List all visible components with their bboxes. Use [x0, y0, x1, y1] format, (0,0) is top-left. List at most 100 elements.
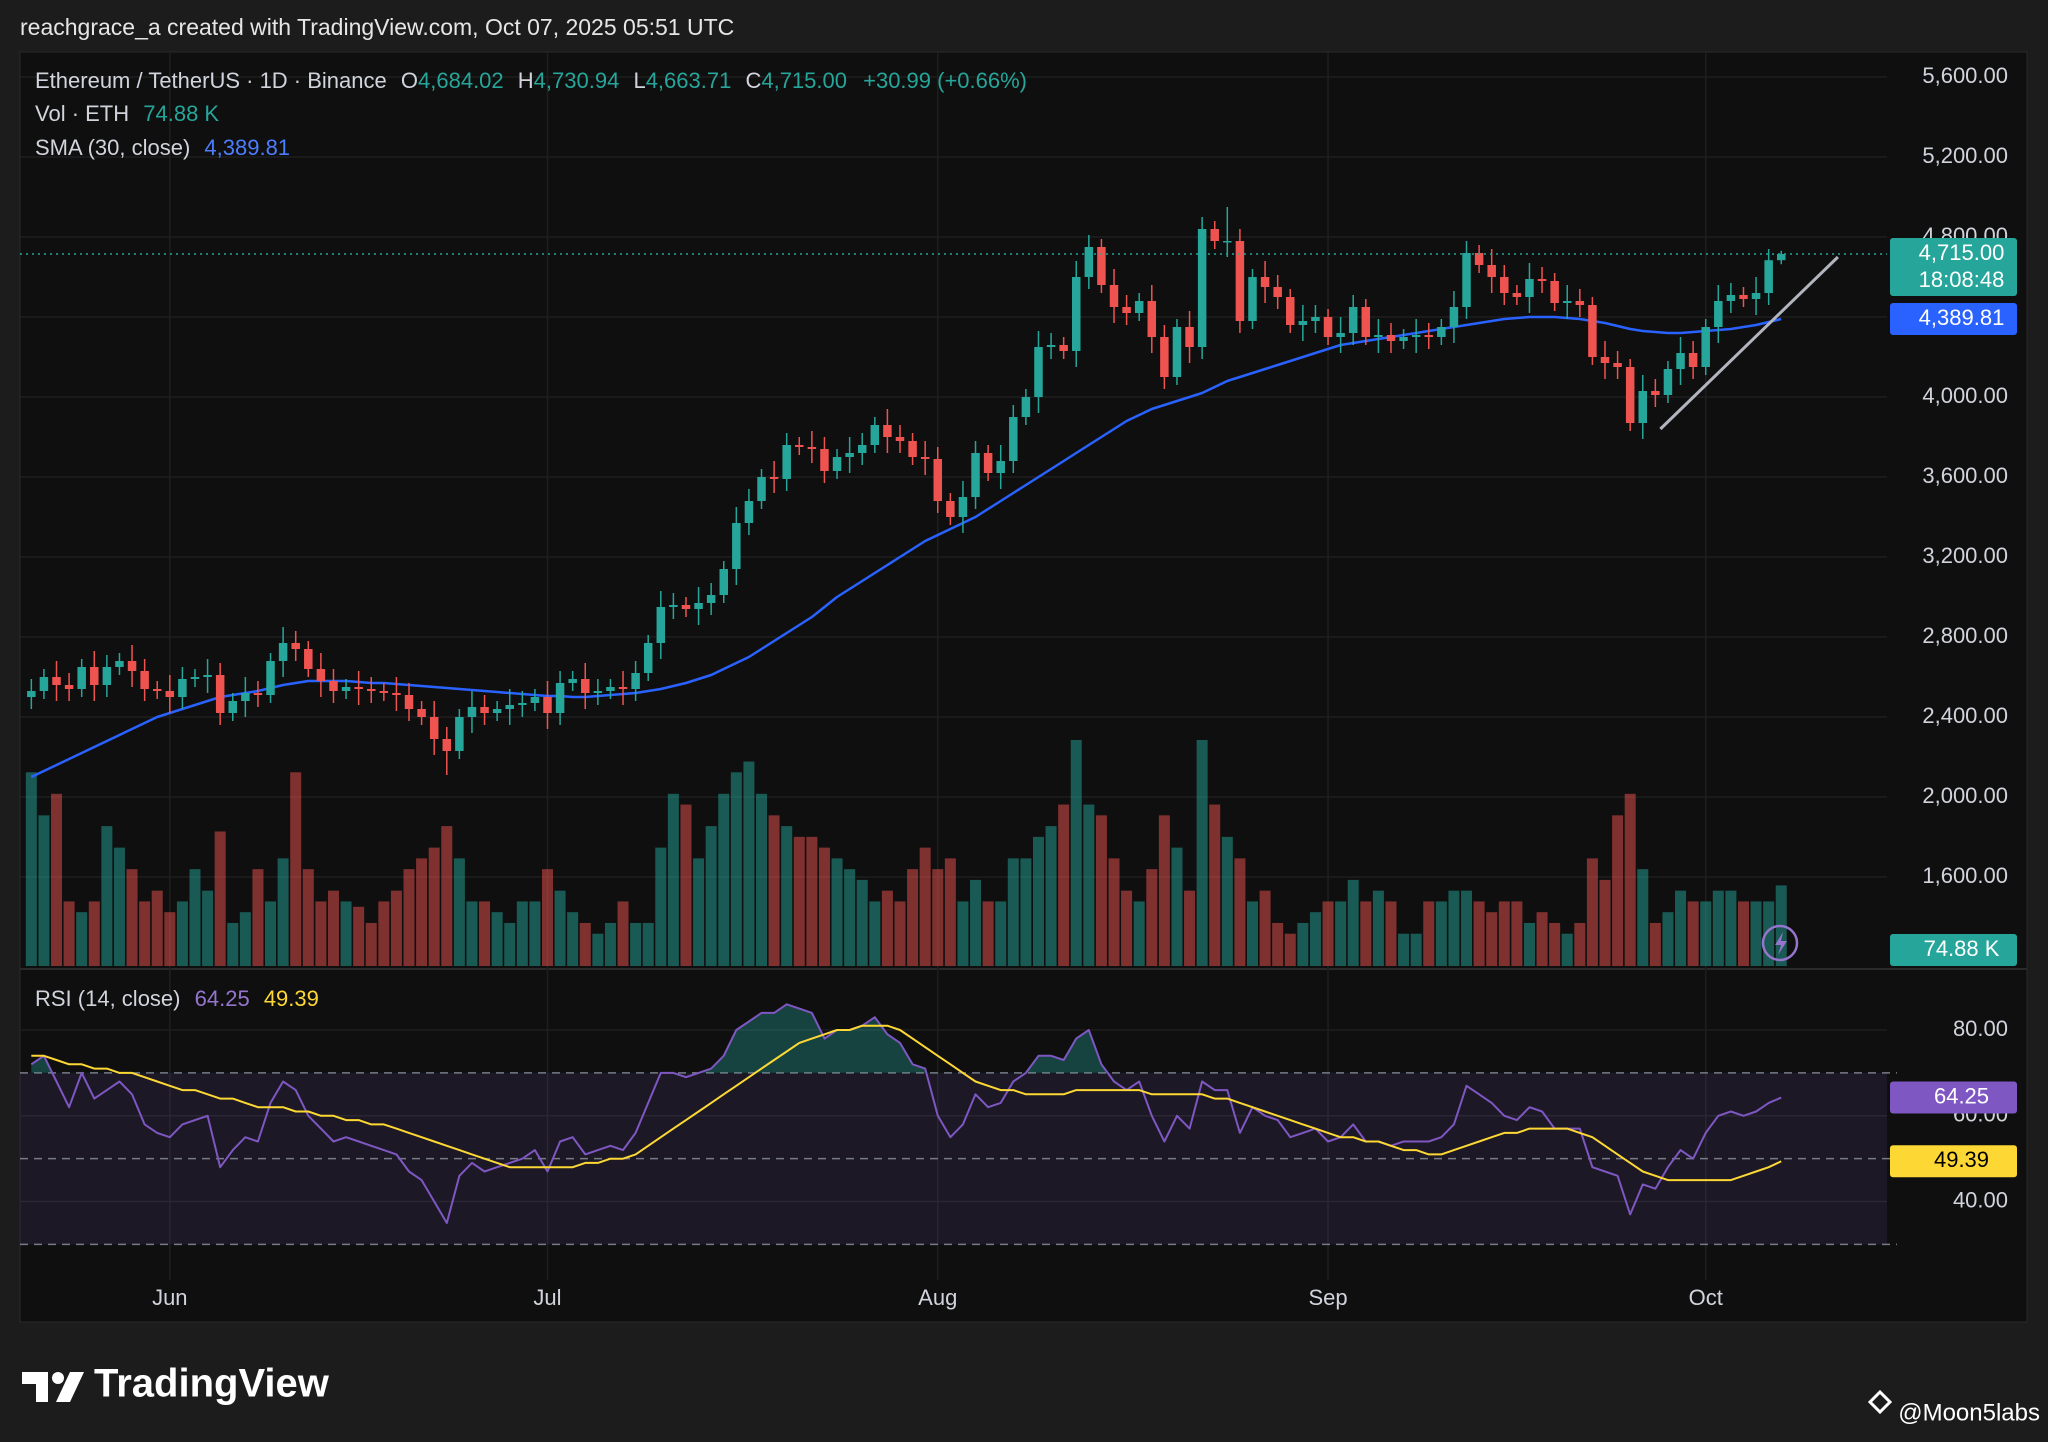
volume-bar — [831, 858, 843, 966]
volume-bar — [1536, 912, 1548, 966]
volume-bar — [265, 901, 277, 966]
legend-close: 4,715.00 — [761, 68, 847, 93]
candle-body — [1059, 345, 1068, 351]
volume-bar — [1158, 815, 1170, 966]
x-tick-label: Aug — [918, 1285, 957, 1310]
candle-body — [1298, 321, 1308, 325]
volume-bar — [1410, 933, 1422, 966]
candle-body — [757, 477, 766, 501]
candle-body — [316, 669, 326, 681]
candle-body — [1348, 307, 1358, 333]
candle-body — [1147, 301, 1157, 337]
candle-body — [304, 649, 313, 669]
rsi-tag-box — [1890, 1081, 2017, 1114]
candle-body — [1776, 254, 1786, 261]
candle-body — [1361, 307, 1371, 337]
volume-bar — [592, 933, 604, 966]
candle-body — [215, 675, 225, 713]
candle-body — [1374, 335, 1383, 337]
candle-body — [1663, 369, 1673, 395]
candle-body — [90, 667, 99, 685]
candle-body — [555, 683, 565, 713]
candle-body — [1260, 277, 1270, 287]
candle-body — [857, 445, 867, 453]
volume-bar — [1272, 922, 1284, 966]
volume-bar — [1020, 858, 1032, 966]
volume-bar — [63, 901, 75, 966]
candle-body — [1223, 241, 1232, 243]
volume-bar — [1234, 858, 1246, 966]
candle-body — [127, 661, 137, 671]
candle-body — [1248, 277, 1257, 321]
candle-body — [102, 667, 112, 685]
candle-body — [115, 661, 124, 667]
candle-body — [681, 605, 691, 609]
volume-bar — [541, 869, 553, 966]
volume-bar — [693, 858, 705, 966]
volume-bar — [416, 858, 428, 966]
candle-body — [1437, 327, 1446, 337]
volume-bar — [302, 869, 314, 966]
candle-body — [744, 501, 754, 523]
volume-bar — [1184, 890, 1196, 966]
candle-body — [946, 501, 955, 517]
candle-body — [568, 679, 577, 683]
legend-main: Ethereum / TetherUS · 1D · Binance O4,68… — [35, 68, 1027, 93]
y-tick-label: 3,200.00 — [1922, 543, 2008, 568]
volume-bar — [1108, 858, 1120, 966]
volume-bar — [1435, 901, 1447, 966]
candle-body — [1512, 293, 1522, 297]
volume-bar — [365, 922, 377, 966]
alert-bolt — [1775, 932, 1787, 955]
y-tick-label: 2,400.00 — [1922, 703, 2008, 728]
candle-body — [1424, 335, 1433, 337]
volume-bar — [1221, 836, 1233, 966]
y-tick-label: 4,000.00 — [1922, 383, 2008, 408]
candle-body — [64, 685, 74, 689]
volume-bar — [1750, 901, 1762, 966]
y-tick-label: 5,200.00 — [1922, 143, 2008, 168]
volume-bar — [554, 890, 566, 966]
candle-body — [253, 693, 263, 695]
credit: @Moon5labs — [1898, 1399, 2040, 1426]
footer-logo: TradingView — [22, 1362, 330, 1406]
volume-bar — [1649, 922, 1661, 966]
candle-body — [1134, 301, 1144, 313]
volume-bar — [227, 922, 239, 966]
sma-tag-text: 4,389.81 — [1919, 305, 2005, 330]
volume-bar — [894, 901, 906, 966]
rsi-ma-tag-text: 49.39 — [1934, 1147, 1989, 1172]
logo-icon — [22, 1372, 84, 1402]
volume-bar — [1675, 890, 1687, 966]
candle-body — [505, 705, 514, 709]
candle-body — [266, 661, 275, 695]
volume-bar — [176, 901, 188, 966]
candle-body — [480, 707, 489, 713]
rsi-tick-label: 40.00 — [1953, 1187, 2008, 1212]
candle-body — [895, 437, 905, 441]
candle-body — [1185, 327, 1194, 347]
candle-body — [618, 687, 628, 689]
volume-bar — [655, 847, 667, 966]
volume-bar — [1763, 901, 1775, 966]
candle-body — [1084, 247, 1094, 277]
volume-bar — [1523, 922, 1535, 966]
volume-bar — [1209, 804, 1221, 966]
volume-bar — [1095, 815, 1107, 966]
volume-bar — [1687, 901, 1699, 966]
candle-body — [706, 595, 716, 603]
volume-bar — [1121, 890, 1133, 966]
legend-open: 4,684.02 — [418, 68, 504, 93]
volume-bar — [1045, 826, 1057, 966]
legend-symbol: Ethereum / TetherUS · 1D · Binance — [35, 68, 387, 93]
candle-body — [1449, 307, 1459, 327]
volume-bar — [869, 901, 881, 966]
candle-body — [1386, 335, 1396, 341]
volume-bar — [642, 922, 654, 966]
volume-bar — [1322, 901, 1334, 966]
y-tick-label: 3,600.00 — [1922, 463, 2008, 488]
candle-body — [1575, 301, 1585, 305]
candle-body — [870, 425, 880, 445]
volume-bar — [768, 815, 780, 966]
candle-body — [329, 681, 338, 691]
